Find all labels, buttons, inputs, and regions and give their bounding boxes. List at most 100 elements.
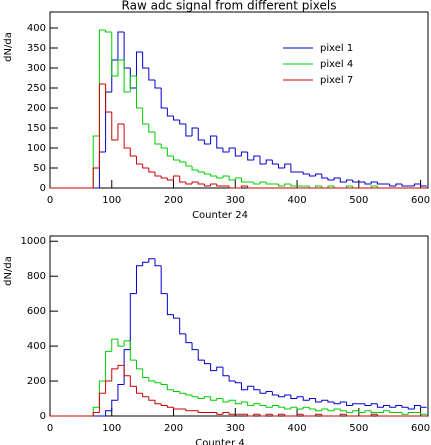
histogram-step <box>117 31 125 60</box>
histogram-step <box>321 174 328 179</box>
histogram-step <box>395 405 403 408</box>
histogram-step <box>296 396 304 399</box>
histogram-step <box>123 32 131 69</box>
histogram-step <box>160 403 168 407</box>
legend-label: pixel 1 <box>320 43 353 54</box>
x-tick-label: 200 <box>164 195 183 206</box>
histogram-step <box>228 186 236 189</box>
histogram-step <box>339 401 347 404</box>
histogram-step <box>117 384 125 401</box>
histogram-step <box>191 166 199 171</box>
histogram-step <box>216 412 223 415</box>
y-tick-label: 300 <box>27 63 46 74</box>
histogram-step <box>228 399 236 403</box>
histogram-step <box>271 160 279 165</box>
histogram-step <box>370 413 378 416</box>
histogram-step <box>129 293 137 350</box>
y-tick-label: 600 <box>27 306 46 317</box>
histogram-step <box>247 385 254 390</box>
histogram-step <box>315 173 322 176</box>
histogram-step <box>123 365 131 377</box>
histogram-step <box>247 414 254 417</box>
histogram-step <box>154 400 162 405</box>
histogram-step <box>191 395 199 398</box>
histogram-step <box>160 265 168 295</box>
histogram-step <box>308 398 316 401</box>
histogram-step <box>278 184 285 187</box>
histogram-step <box>352 180 359 183</box>
histogram-step <box>111 32 118 77</box>
histogram-step <box>185 393 193 396</box>
histogram-step <box>154 132 162 145</box>
x-tick-label: 600 <box>411 195 430 206</box>
histogram-step <box>259 389 267 394</box>
histogram-step <box>135 265 143 294</box>
histogram-step <box>135 386 143 394</box>
histogram-step <box>92 412 100 416</box>
histogram-step <box>216 176 223 179</box>
y-tick-label: 200 <box>27 103 46 114</box>
histogram-step <box>210 174 217 177</box>
histogram-step <box>222 175 230 178</box>
histogram-step <box>173 314 180 319</box>
histogram-step <box>302 414 310 417</box>
histogram-step <box>173 175 180 180</box>
histogram-step <box>191 127 199 136</box>
histogram-step <box>308 174 316 177</box>
histogram-step <box>117 339 125 347</box>
histogram-step <box>185 182 193 185</box>
x-tick-label: 100 <box>102 195 121 206</box>
histogram-step <box>197 128 205 141</box>
histogram-step <box>222 398 230 403</box>
histogram-step <box>92 406 100 416</box>
histogram-step <box>129 75 137 92</box>
histogram-step <box>265 159 273 164</box>
histogram-step <box>92 135 100 188</box>
histogram-step <box>290 406 298 410</box>
histogram-step <box>327 178 335 181</box>
y-axis-label: dN/da <box>3 32 14 62</box>
histogram-step <box>240 178 248 183</box>
histogram-step <box>284 163 291 168</box>
histogram-step <box>160 144 168 149</box>
histogram-step <box>339 413 347 416</box>
histogram-step <box>142 164 149 169</box>
histogram-step <box>308 407 316 410</box>
histogram-step <box>247 402 254 407</box>
histogram-step <box>117 364 125 369</box>
histogram-step <box>228 412 236 415</box>
histogram-step <box>111 399 118 411</box>
histogram-step <box>278 405 285 408</box>
histogram-step <box>413 405 421 410</box>
histogram-step <box>321 408 328 411</box>
histogram-step <box>265 391 273 394</box>
histogram-step <box>117 123 125 140</box>
histogram-step <box>284 414 291 417</box>
histogram-step <box>105 91 112 152</box>
histogram-step <box>290 184 298 187</box>
histogram-step <box>345 414 353 417</box>
histogram-step <box>92 167 100 188</box>
histogram-step <box>203 184 211 187</box>
y-tick-label: 400 <box>27 341 46 352</box>
histogram-step <box>185 124 193 137</box>
histogram-step <box>395 183 403 186</box>
histogram-step <box>420 184 427 187</box>
histogram-step <box>197 396 205 400</box>
histogram-step <box>352 403 359 406</box>
histogram-step <box>376 414 384 417</box>
histogram-step <box>315 413 322 416</box>
histogram-step <box>271 391 279 396</box>
histogram-step <box>203 360 211 365</box>
histogram-step <box>135 360 143 370</box>
histogram-step <box>333 402 341 405</box>
histogram-step <box>191 342 199 351</box>
y-tick-label: 200 <box>27 376 46 387</box>
histogram-step <box>222 367 230 377</box>
histogram-step <box>166 108 174 117</box>
histogram-step <box>98 29 106 136</box>
x-tick-label: 400 <box>288 195 307 206</box>
histogram-step <box>420 412 427 415</box>
histogram-step <box>179 176 186 183</box>
histogram-step <box>111 112 118 141</box>
